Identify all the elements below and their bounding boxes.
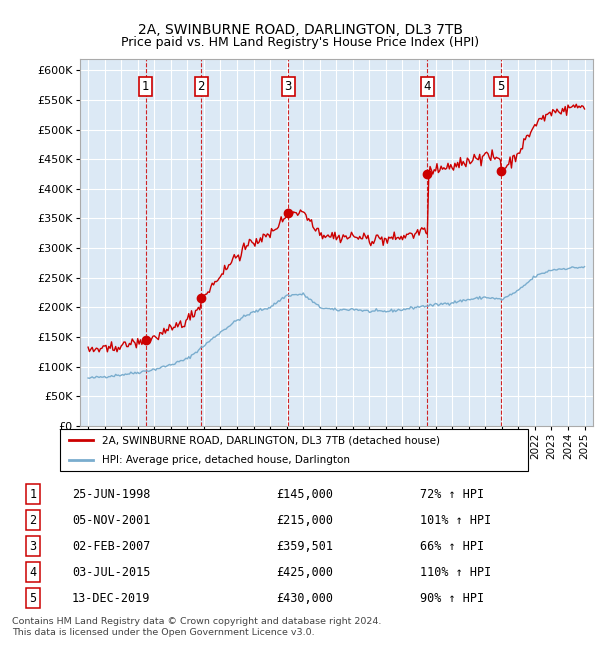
Text: 72% ↑ HPI: 72% ↑ HPI — [420, 488, 484, 500]
Text: 02-FEB-2007: 02-FEB-2007 — [72, 540, 151, 552]
Text: 25-JUN-1998: 25-JUN-1998 — [72, 488, 151, 500]
Text: £430,000: £430,000 — [276, 592, 333, 604]
Text: £359,501: £359,501 — [276, 540, 333, 552]
Text: £215,000: £215,000 — [276, 514, 333, 526]
Text: 2: 2 — [29, 514, 37, 526]
Text: Contains HM Land Registry data © Crown copyright and database right 2024.
This d: Contains HM Land Registry data © Crown c… — [12, 618, 382, 637]
Text: 1: 1 — [29, 488, 37, 500]
Text: 66% ↑ HPI: 66% ↑ HPI — [420, 540, 484, 552]
Text: 5: 5 — [497, 81, 505, 94]
Text: 3: 3 — [284, 81, 292, 94]
Text: 2: 2 — [197, 81, 205, 94]
Text: 2A, SWINBURNE ROAD, DARLINGTON, DL3 7TB (detached house): 2A, SWINBURNE ROAD, DARLINGTON, DL3 7TB … — [102, 436, 440, 445]
Text: 110% ↑ HPI: 110% ↑ HPI — [420, 566, 491, 578]
Text: 5: 5 — [29, 592, 37, 604]
Text: 05-NOV-2001: 05-NOV-2001 — [72, 514, 151, 526]
Text: 1: 1 — [142, 81, 149, 94]
Text: 2A, SWINBURNE ROAD, DARLINGTON, DL3 7TB: 2A, SWINBURNE ROAD, DARLINGTON, DL3 7TB — [137, 23, 463, 37]
Text: 3: 3 — [29, 540, 37, 552]
Text: 90% ↑ HPI: 90% ↑ HPI — [420, 592, 484, 604]
Text: 03-JUL-2015: 03-JUL-2015 — [72, 566, 151, 578]
Text: 101% ↑ HPI: 101% ↑ HPI — [420, 514, 491, 526]
Text: 4: 4 — [424, 81, 431, 94]
Text: 13-DEC-2019: 13-DEC-2019 — [72, 592, 151, 604]
Text: 4: 4 — [29, 566, 37, 578]
Text: £425,000: £425,000 — [276, 566, 333, 578]
FancyBboxPatch shape — [60, 429, 528, 471]
Text: HPI: Average price, detached house, Darlington: HPI: Average price, detached house, Darl… — [102, 455, 350, 465]
Text: £145,000: £145,000 — [276, 488, 333, 500]
Text: Price paid vs. HM Land Registry's House Price Index (HPI): Price paid vs. HM Land Registry's House … — [121, 36, 479, 49]
